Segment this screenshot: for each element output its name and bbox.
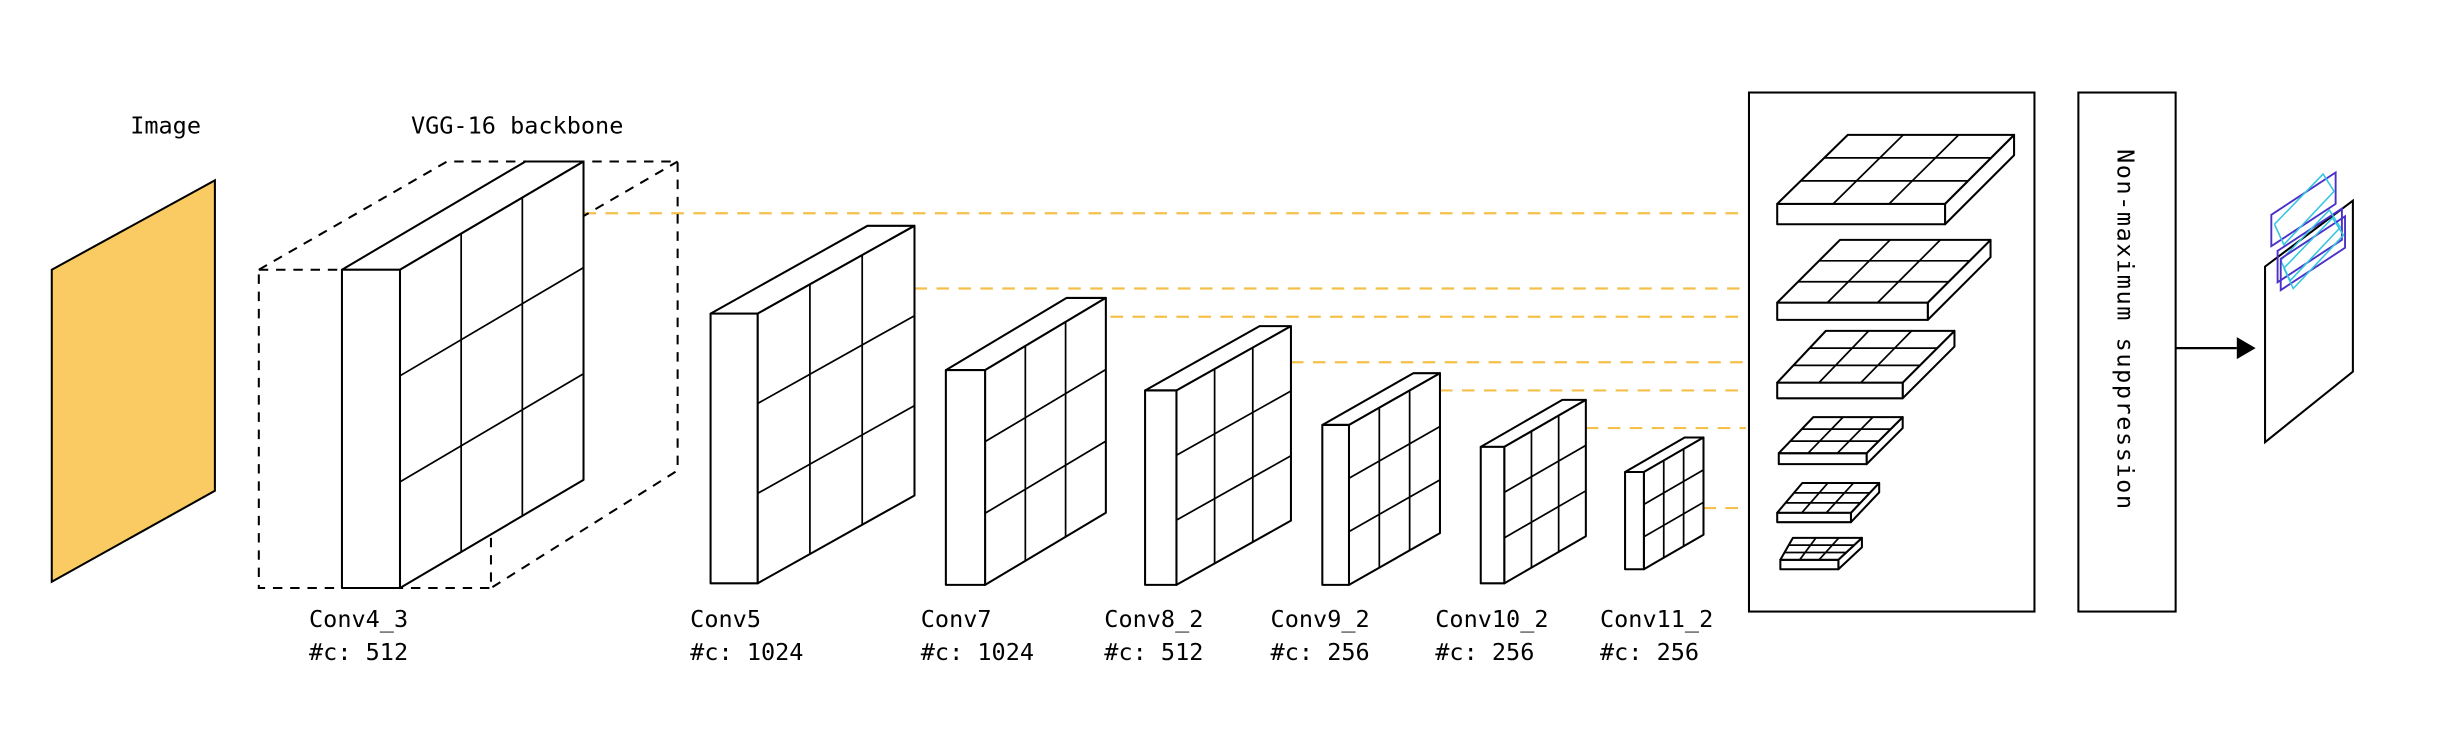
image-label: Image <box>130 111 201 139</box>
conv-block-conv7 <box>944 296 1107 586</box>
backbone-label: VGG-16 backbone <box>411 111 623 139</box>
layer-name: Conv9_2 <box>1271 605 1370 633</box>
prediction-slab <box>1776 133 2016 226</box>
layer-name: Conv4_3 <box>309 605 408 633</box>
layer-name: Conv11_2 <box>1600 605 1713 633</box>
conv-block-conv5 <box>709 224 916 585</box>
nms-label: Non-maximum suppression <box>2112 149 2140 511</box>
layer-name: Conv10_2 <box>1435 605 1548 633</box>
layer-channels: #c: 512 <box>1104 638 1203 666</box>
output-image-with-detections <box>2264 170 2354 445</box>
prediction-slab <box>1776 329 1956 400</box>
prediction-slab <box>1776 238 1992 321</box>
layer-channels: #c: 1024 <box>690 638 803 666</box>
detection-box <box>2270 170 2337 248</box>
layer-name: Conv5 <box>690 605 761 633</box>
input-image <box>50 178 216 584</box>
layer-channels: #c: 512 <box>309 638 408 666</box>
conv-block-conv10_2 <box>1479 398 1587 585</box>
layer-channels: #c: 256 <box>1600 638 1699 666</box>
detection-box <box>2279 214 2346 292</box>
prediction-slab <box>1779 536 1863 571</box>
nms-box <box>2077 91 2177 613</box>
arrow-right-icon <box>2175 337 2256 360</box>
conv-block-conv4_3 <box>340 160 585 590</box>
conv-block-conv9_2 <box>1321 372 1441 586</box>
prediction-slabs <box>1776 133 2016 571</box>
feature-connectors <box>583 212 1746 510</box>
layer-name: Conv8_2 <box>1104 605 1203 633</box>
layer-labels: Conv4_3 #c: 512 Conv5 #c: 1024 Conv7 #c: 1024… <box>309 605 1713 666</box>
prediction-slab <box>1776 481 1881 524</box>
layer-channels: #c: 256 <box>1435 638 1534 666</box>
layer-channels: #c: 256 <box>1271 638 1370 666</box>
conv-blocks <box>340 160 1705 590</box>
conv-block-conv8_2 <box>1144 325 1292 586</box>
conv-block-conv11_2 <box>1624 436 1705 571</box>
layer-channels: #c: 1024 <box>921 638 1034 666</box>
layer-name: Conv7 <box>921 605 992 633</box>
prediction-slab <box>1777 416 1904 466</box>
